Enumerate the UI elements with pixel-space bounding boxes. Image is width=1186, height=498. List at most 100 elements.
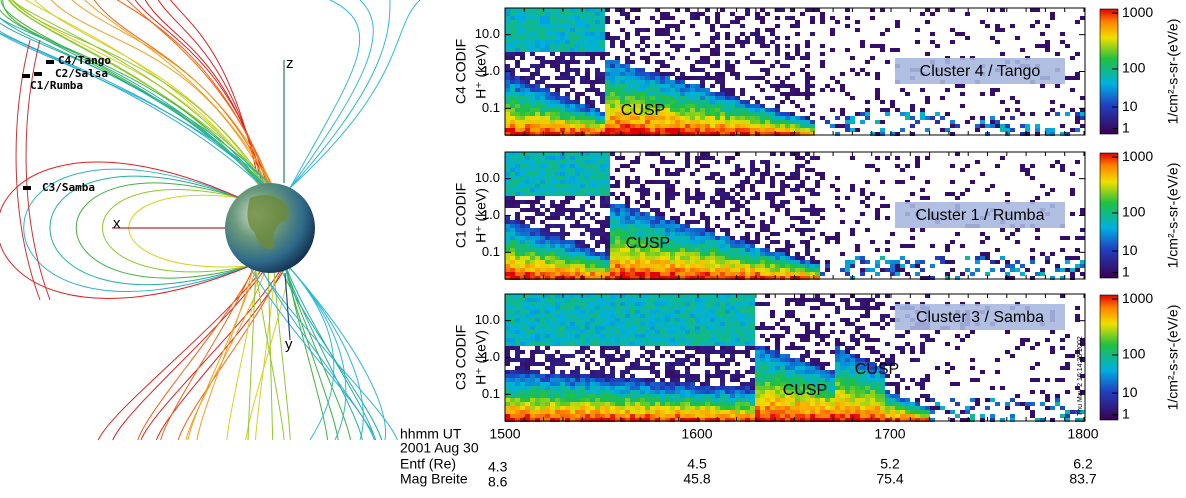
spectrogram-cell bbox=[580, 80, 585, 84]
spectrogram-cell bbox=[795, 20, 800, 24]
spectrogram-cell bbox=[680, 252, 685, 256]
spectrogram-cell bbox=[515, 322, 520, 326]
spectrogram-cell bbox=[595, 402, 600, 406]
spectrogram-cell bbox=[725, 52, 730, 56]
spectrogram-cell bbox=[565, 40, 570, 44]
spectrogram-cell bbox=[620, 132, 625, 136]
spectrogram-cell bbox=[620, 8, 625, 12]
spectrogram-cell bbox=[505, 100, 510, 104]
spectrogram-cell bbox=[575, 96, 580, 100]
spectrogram-cell bbox=[810, 188, 815, 192]
spectrogram-cell bbox=[1075, 256, 1080, 260]
spectrogram-cell bbox=[685, 76, 690, 80]
spectrogram-cell bbox=[540, 36, 545, 40]
spectrogram-cell bbox=[605, 294, 610, 298]
spectrogram-cell bbox=[615, 228, 620, 232]
spectrogram-cell bbox=[745, 252, 750, 256]
spectrogram-cell bbox=[635, 378, 640, 382]
spectrogram-cell bbox=[600, 40, 605, 44]
spectrogram-cell bbox=[705, 216, 710, 220]
spectrogram-cell bbox=[600, 298, 605, 302]
spectrogram-cell bbox=[520, 80, 525, 84]
spectrogram-cell bbox=[750, 314, 755, 318]
spectrogram-cell bbox=[585, 260, 590, 264]
spectrogram-cell bbox=[715, 366, 720, 370]
spectrogram-cell bbox=[635, 160, 640, 164]
spectrogram-cell bbox=[640, 240, 645, 244]
spectrogram-cell bbox=[910, 176, 915, 180]
spectrogram-cell bbox=[570, 276, 575, 280]
spectrogram-cell bbox=[715, 64, 720, 68]
spectrogram-cell bbox=[570, 104, 575, 108]
spectrogram-cell bbox=[525, 330, 530, 334]
spectrogram-cell bbox=[645, 116, 650, 120]
spectrogram-cell bbox=[655, 228, 660, 232]
spectrogram-cell bbox=[965, 120, 970, 124]
spectrogram-cell bbox=[555, 264, 560, 268]
spectrogram-cell bbox=[650, 108, 655, 112]
spectrogram-cell bbox=[650, 100, 655, 104]
spectrogram-cell bbox=[645, 180, 650, 184]
spectrogram-cell bbox=[630, 306, 635, 310]
spectrogram-cell bbox=[590, 192, 595, 196]
spectrogram-cell bbox=[1080, 16, 1085, 20]
spectrogram-cell bbox=[665, 200, 670, 204]
spectrogram-cell bbox=[505, 80, 510, 84]
spectrogram-cell bbox=[600, 272, 605, 276]
spectrogram-cell bbox=[655, 80, 660, 84]
spectrogram-cell bbox=[750, 318, 755, 322]
spectrogram-cell bbox=[730, 350, 735, 354]
spectrogram-cell bbox=[655, 374, 660, 378]
spectrogram-cell bbox=[605, 342, 610, 346]
spectrogram-cell bbox=[1025, 172, 1030, 176]
spectrogram-cell bbox=[635, 318, 640, 322]
spectrogram-cell bbox=[575, 276, 580, 280]
spectrogram-cell bbox=[670, 80, 675, 84]
spectrogram-cell bbox=[580, 298, 585, 302]
spectrogram-cell bbox=[600, 80, 605, 84]
spectrogram-cell bbox=[670, 228, 675, 232]
spectrogram-cell bbox=[685, 112, 690, 116]
spectrogram-cell bbox=[680, 100, 685, 104]
spectrogram-cell bbox=[575, 370, 580, 374]
spectrogram-cell bbox=[775, 164, 780, 168]
spectrogram-cell bbox=[570, 302, 575, 306]
spectrogram-cell bbox=[520, 330, 525, 334]
spectrogram-cell bbox=[675, 272, 680, 276]
instrument-label: C1 CODIF bbox=[453, 183, 469, 248]
spectrogram-cell bbox=[535, 374, 540, 378]
spectrogram-cell bbox=[755, 120, 760, 124]
spectrogram-cell bbox=[580, 244, 585, 248]
spectrogram-cell bbox=[545, 128, 550, 132]
spectrogram-cell bbox=[775, 8, 780, 12]
spectrogram-cell bbox=[670, 56, 675, 60]
spectrogram-cell bbox=[570, 16, 575, 20]
spectrogram-cell bbox=[690, 264, 695, 268]
spectrogram-cell bbox=[675, 236, 680, 240]
spectrogram-cell bbox=[655, 60, 660, 64]
spectrogram-cell bbox=[640, 264, 645, 268]
spectrogram-cell bbox=[620, 260, 625, 264]
spectrogram-cell bbox=[695, 342, 700, 346]
spectrogram-cell bbox=[660, 338, 665, 342]
spectrogram-cell bbox=[735, 298, 740, 302]
spectrogram-cell bbox=[760, 16, 765, 20]
spectrogram-cell bbox=[660, 104, 665, 108]
spectrogram-cell bbox=[685, 244, 690, 248]
spectrogram-cell bbox=[555, 216, 560, 220]
spectrogram-cell bbox=[610, 310, 615, 314]
spectrogram-cell bbox=[510, 402, 515, 406]
spectrogram-cell bbox=[1070, 192, 1075, 196]
spectrogram-cell bbox=[625, 108, 630, 112]
spectrogram-cell bbox=[615, 220, 620, 224]
spectrogram-cell bbox=[570, 418, 575, 422]
spectrogram-cell bbox=[795, 152, 800, 156]
spectrogram-cell bbox=[755, 232, 760, 236]
spectrogram-cell bbox=[715, 248, 720, 252]
spectrogram-cell bbox=[710, 298, 715, 302]
spectrogram-cell bbox=[845, 196, 850, 200]
spectrogram-cell bbox=[685, 120, 690, 124]
spectrogram-cell bbox=[515, 96, 520, 100]
spectrogram-cell bbox=[755, 32, 760, 36]
spectrogram-cell bbox=[520, 418, 525, 422]
